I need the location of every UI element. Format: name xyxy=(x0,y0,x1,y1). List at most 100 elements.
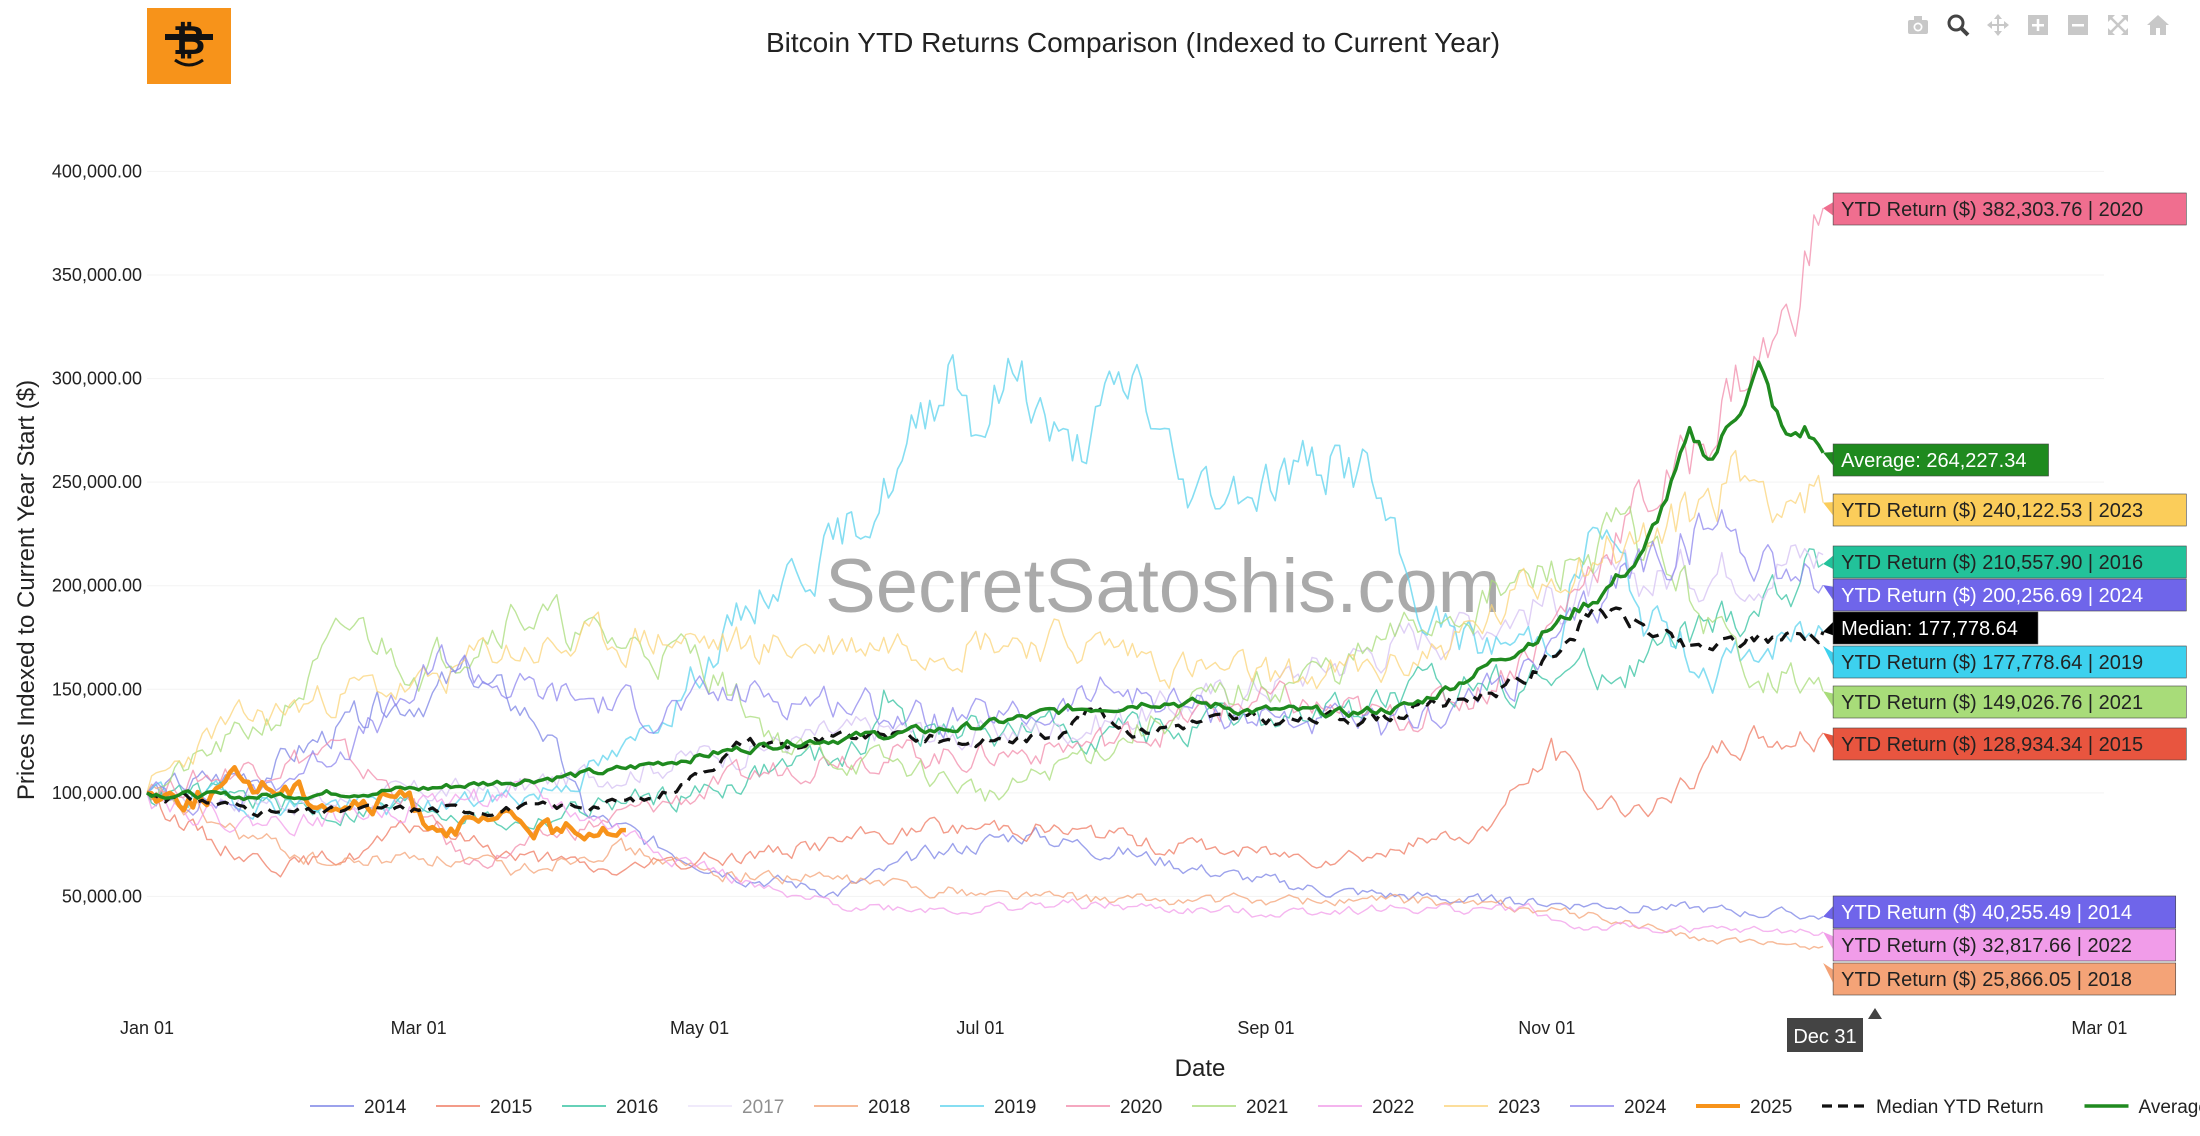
y-tick-label: 200,000.00 xyxy=(52,576,142,596)
legend-item-2017[interactable]: 2017 xyxy=(688,1097,784,1118)
hover-x-text: Dec 31 xyxy=(1793,1026,1856,1048)
legend-label: Median YTD Return xyxy=(1876,1097,2044,1118)
hover-label-text: YTD Return ($) 40,255.49 | 2014 xyxy=(1841,902,2132,924)
series-line-2016[interactable] xyxy=(146,548,1824,831)
hover-label-text: Average: 264,227.34 xyxy=(1841,450,2026,472)
hover-label: YTD Return ($) 240,122.53 | 2023 xyxy=(1823,493,2187,527)
series-line-2021[interactable] xyxy=(146,505,1824,802)
legend-label: 2019 xyxy=(994,1097,1036,1118)
hover-label-text: YTD Return ($) 382,303.76 | 2020 xyxy=(1841,199,2143,221)
hover-label-text: YTD Return ($) 200,256.69 | 2024 xyxy=(1841,585,2143,607)
x-tick-label: Mar 01 xyxy=(2071,1018,2127,1038)
legend-label: 2020 xyxy=(1120,1097,1162,1118)
legend-item-2016[interactable]: 2016 xyxy=(562,1097,658,1118)
y-tick-label: 250,000.00 xyxy=(52,472,142,492)
bitcoin-smiley-icon: ₿ xyxy=(165,19,213,67)
hover-label: YTD Return ($) 177,778.64 | 2019 xyxy=(1823,645,2187,679)
legend-item-2020[interactable]: 2020 xyxy=(1066,1097,1162,1118)
autoscale-icon[interactable] xyxy=(2105,12,2131,38)
legend-item-2024[interactable]: 2024 xyxy=(1570,1097,1667,1118)
legend-label: 2018 xyxy=(868,1097,910,1118)
legend-label: 2014 xyxy=(364,1097,407,1118)
legend-item-2015[interactable]: 2015 xyxy=(436,1097,532,1118)
legend-item-average-ytd-return[interactable]: Average YTD Return xyxy=(2084,1097,2200,1118)
legend-item-2022[interactable]: 2022 xyxy=(1318,1097,1414,1118)
y-axis: 50,000.00 100,000.00 150,000.00 200,000.00 2… xyxy=(52,161,142,906)
legend-item-2019[interactable]: 2019 xyxy=(940,1097,1036,1118)
x-axis-title: Date xyxy=(1175,1055,1226,1082)
y-tick-label: 50,000.00 xyxy=(62,886,142,906)
legend-label: 2016 xyxy=(616,1097,658,1118)
x-tick-label: May 01 xyxy=(670,1018,729,1038)
zoom-out-icon[interactable] xyxy=(2065,12,2091,38)
legend-label: 2021 xyxy=(1246,1097,1288,1118)
series-line-average-ytd-return[interactable] xyxy=(145,360,1825,802)
hover-labels: YTD Return ($) 382,303.76 | 2020 Average:… xyxy=(1823,192,2187,996)
svg-text:₿: ₿ xyxy=(173,19,206,63)
hover-label-text: YTD Return ($) 177,778.64 | 2019 xyxy=(1841,652,2143,674)
hover-label: YTD Return ($) 382,303.76 | 2020 xyxy=(1823,192,2187,226)
legend-label: 2024 xyxy=(1624,1097,1667,1118)
y-tick-label: 350,000.00 xyxy=(52,265,142,285)
hover-label: YTD Return ($) 32,817.66 | 2022 xyxy=(1823,928,2177,962)
series-line-2022[interactable] xyxy=(146,777,1824,936)
hover-label-text: YTD Return ($) 210,557.90 | 2016 xyxy=(1841,552,2143,574)
series-line-2015[interactable] xyxy=(146,725,1824,878)
hover-label-text: YTD Return ($) 240,122.53 | 2023 xyxy=(1841,500,2143,522)
series-line-2017[interactable] xyxy=(146,544,1824,816)
pan-icon[interactable] xyxy=(1985,12,2011,38)
legend-label: 2015 xyxy=(490,1097,532,1118)
hover-label: YTD Return ($) 40,255.49 | 2014 xyxy=(1823,895,2177,929)
x-axis: Jan 01 Mar 01 May 01 Jul 01 Sep 01 Nov 01 Mar … xyxy=(120,1018,2127,1038)
y-tick-label: 300,000.00 xyxy=(52,369,142,389)
x-tick-label: Jul 01 xyxy=(956,1018,1004,1038)
chart-title: Bitcoin YTD Returns Comparison (Indexed … xyxy=(766,27,1500,58)
legend-item-2014[interactable]: 2014 xyxy=(310,1097,407,1118)
hover-label: YTD Return ($) 128,934.34 | 2015 xyxy=(1823,727,2187,761)
hover-label: Median: 177,778.64 xyxy=(1823,611,2039,645)
legend-label: 2025 xyxy=(1750,1097,1792,1118)
legend-item-2023[interactable]: 2023 xyxy=(1444,1097,1540,1118)
series-line-2025[interactable] xyxy=(146,764,626,842)
brand-logo: ₿ xyxy=(147,8,231,84)
camera-icon[interactable] xyxy=(1905,12,1931,38)
reset-home-icon[interactable] xyxy=(2145,12,2171,38)
legend-item-2025[interactable]: 2025 xyxy=(1696,1097,1792,1118)
hover-label: Average: 264,227.34 xyxy=(1823,443,2049,477)
x-tick-label: Nov 01 xyxy=(1518,1018,1575,1038)
hover-label-text: YTD Return ($) 25,866.05 | 2018 xyxy=(1841,969,2132,991)
series-line-2019[interactable] xyxy=(146,354,1824,820)
series-line-median-ytd-return[interactable] xyxy=(146,605,1825,818)
legend-item-2018[interactable]: 2018 xyxy=(814,1097,910,1118)
legend-item-median-ytd-return[interactable]: Median YTD Return xyxy=(1822,1097,2044,1118)
zoom-icon[interactable] xyxy=(1945,12,1971,38)
chart-toolbar xyxy=(1905,12,2171,38)
legend-label: 2023 xyxy=(1498,1097,1540,1118)
hover-label: YTD Return ($) 210,557.90 | 2016 xyxy=(1823,545,2187,579)
legend: 2014 2015 2016 2017 2018 2019 2020 2021 2022 2023… xyxy=(310,1097,2200,1118)
legend-item-2021[interactable]: 2021 xyxy=(1192,1097,1288,1118)
y-axis-title: Prices Indexed to Current Year Start ($) xyxy=(13,380,40,800)
legend-label: 2022 xyxy=(1372,1097,1414,1118)
plot-grid xyxy=(147,170,2104,897)
zoom-in-icon[interactable] xyxy=(2025,12,2051,38)
x-tick-label: Mar 01 xyxy=(391,1018,447,1038)
series-line-2018[interactable] xyxy=(146,783,1824,950)
legend-label: 2017 xyxy=(742,1097,784,1118)
watermark: SecretSatoshis.com xyxy=(825,544,1501,629)
y-tick-label: 150,000.00 xyxy=(52,679,142,699)
x-tick-label: Jan 01 xyxy=(120,1018,174,1038)
y-tick-label: 400,000.00 xyxy=(52,161,142,181)
series-line-2023[interactable] xyxy=(146,449,1824,794)
series-layer xyxy=(145,207,1825,950)
hover-x-label: Dec 31 xyxy=(1787,1008,1882,1052)
series-line-2020[interactable] xyxy=(146,207,1824,869)
hover-label: YTD Return ($) 149,026.76 | 2021 xyxy=(1823,685,2187,719)
legend-label: Average YTD Return xyxy=(2139,1097,2200,1118)
hover-label-text: YTD Return ($) 32,817.66 | 2022 xyxy=(1841,935,2132,957)
hover-label-text: Median: 177,778.64 xyxy=(1841,618,2018,640)
hover-label-text: YTD Return ($) 128,934.34 | 2015 xyxy=(1841,734,2143,756)
hover-label: YTD Return ($) 25,866.05 | 2018 xyxy=(1823,962,2177,996)
series-line-2014[interactable] xyxy=(146,655,1824,920)
